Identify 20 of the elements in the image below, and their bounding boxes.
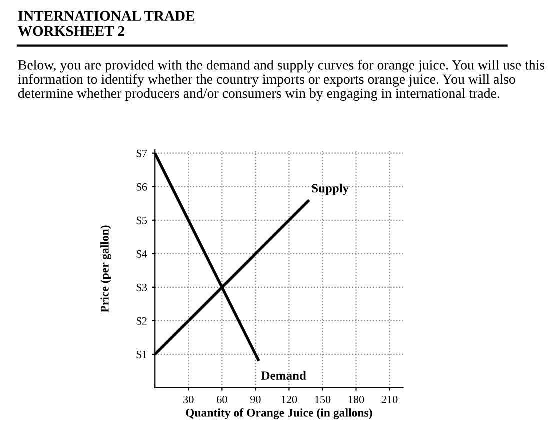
y-tick-label: $1 <box>136 350 147 360</box>
x-axis-title: Quantity of Orange Juice (in gallons) <box>186 408 372 420</box>
x-tick-label: 120 <box>282 396 298 404</box>
chart-title: INTERNATIONAL TRADE WORKSHEET 2 <box>18 11 195 36</box>
chart-subtitle: Below, you are provided with the demand and supply curves for orange juice. You will use this information to identify whether the country imports or exports orange juice. You will also determine whether producers and/or consumers win by engaging in international trade. <box>18 60 545 102</box>
x-tick-label: 150 <box>315 396 331 404</box>
y-tick-label: $5 <box>136 216 148 226</box>
y-tick-label: $4 <box>136 250 148 259</box>
x-tick-label: 30 <box>184 396 194 404</box>
y-tick-label: $2 <box>136 316 147 326</box>
series-label: Supply <box>312 184 349 196</box>
x-tick-label: 60 <box>217 396 228 404</box>
y-tick-label: $6 <box>136 182 148 192</box>
x-tick-label: 210 <box>382 396 398 404</box>
series-label: Demand <box>262 371 306 380</box>
y-tick-label: $7 <box>136 149 148 158</box>
x-tick-label: 180 <box>348 396 364 404</box>
x-tick-label: 90 <box>250 396 261 404</box>
y-axis-title: Price (per gallon) <box>100 226 112 313</box>
y-tick-label: $3 <box>136 283 148 292</box>
